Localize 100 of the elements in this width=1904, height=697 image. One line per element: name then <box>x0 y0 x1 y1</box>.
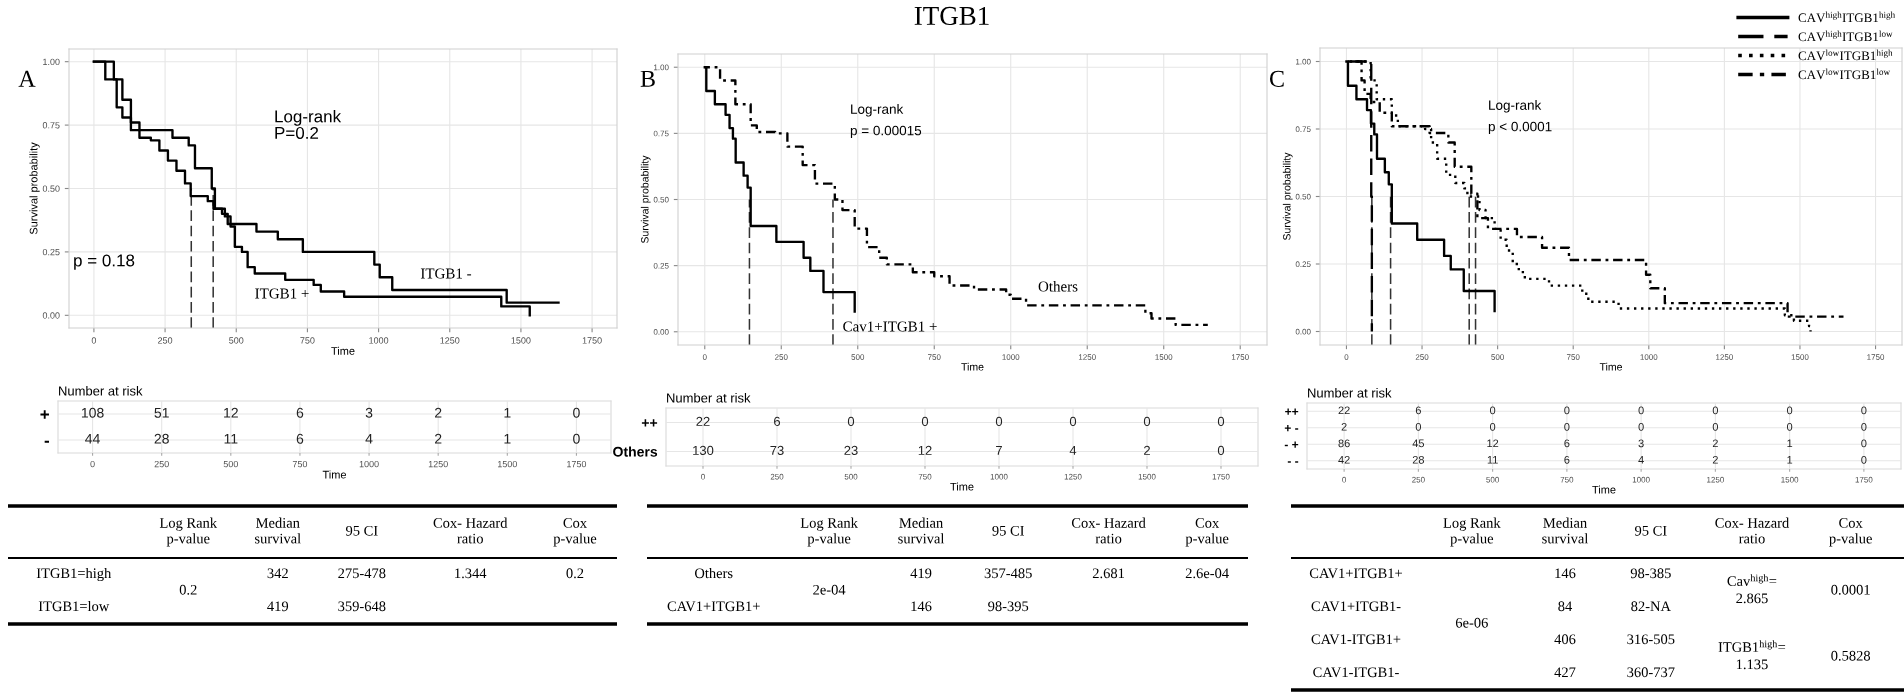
category-label: Cox- Hazard ratio <box>433 517 508 544</box>
x-tick-label: 250 <box>775 354 788 360</box>
data-label: 45 <box>1412 439 1425 448</box>
text: Others <box>694 567 733 579</box>
data-label: 3 <box>365 407 373 418</box>
text: 359-648 <box>338 601 386 612</box>
data-label: 4 <box>1638 456 1644 464</box>
text: B <box>640 70 655 87</box>
text: 419 <box>267 601 289 612</box>
x-tick-label: 0 <box>701 473 705 480</box>
y-tick-label: ++ <box>1285 408 1299 415</box>
text: 146 <box>911 601 932 612</box>
text: ITGB1$^{high}$= 1.135 <box>1718 640 1786 670</box>
data-label: 0 <box>1861 406 1867 415</box>
annotation: ITGB1 + <box>255 288 309 299</box>
x-tick-label: 1000 <box>359 460 379 468</box>
text: 360-737 <box>1627 667 1675 678</box>
legend-label: CAV$^{high}$ITGB1$^{high}$ <box>1798 11 1896 23</box>
text: CAV1+ITGB1+ <box>1309 568 1402 579</box>
text: 98-395 <box>988 601 1029 612</box>
text: 0.2 <box>179 584 197 595</box>
text: CAV1+ITGB1- <box>1311 601 1401 612</box>
text: 0.5828 <box>1831 650 1871 661</box>
x-tick-label: 1750 <box>567 460 587 468</box>
data-label: 73 <box>770 445 784 455</box>
x-tick-label: 500 <box>229 337 244 344</box>
data-label: 0 <box>1787 422 1793 431</box>
data-label: 0 <box>1638 422 1644 431</box>
x-tick-label: 1250 <box>1707 476 1724 483</box>
x-tick-label: 1250 <box>440 337 460 344</box>
data-label: 0 <box>1712 406 1718 415</box>
x-tick-label: 750 <box>1560 476 1574 483</box>
x-axis-title: Time <box>1592 485 1616 494</box>
data-label: 130 <box>693 445 714 455</box>
x-tick-label: 1500 <box>1155 354 1173 360</box>
data-label: 7 <box>996 445 1002 455</box>
category-label: Cox p-value <box>1829 518 1872 547</box>
x-tick-label: 1500 <box>497 460 517 468</box>
data-label: 0 <box>1415 422 1421 431</box>
x-tick-label: 500 <box>223 460 238 468</box>
y-tick-label: 0.75 <box>42 122 60 129</box>
data-label: 0 <box>1564 406 1570 415</box>
annotation: Log-rank p = 0.00015 <box>850 104 922 138</box>
x-tick-label: 1000 <box>1640 354 1658 360</box>
x-tick-label: 250 <box>158 337 173 344</box>
data-label: 6 <box>1564 439 1570 448</box>
data-label: 2 <box>435 407 442 418</box>
text: 146 <box>1555 568 1576 579</box>
x-tick-label: 1750 <box>1212 473 1230 480</box>
data-label: 0 <box>1861 439 1867 448</box>
data-label: 1 <box>504 433 511 444</box>
annotation: Log-rank P=0.2 <box>275 110 342 139</box>
x-tick-label: 750 <box>927 354 941 360</box>
x-tick-label: 0 <box>90 460 95 468</box>
legend-label: CAV$^{low}$ITGB1$^{low}$ <box>1798 68 1891 80</box>
data-label: 2 <box>1341 422 1347 431</box>
x-tick-label: 0 <box>91 337 97 344</box>
data-label: 6 <box>1415 406 1421 415</box>
data-label: 6 <box>774 416 781 426</box>
y-axis-title: Survival probability <box>29 142 40 235</box>
text: 84 <box>1558 601 1573 612</box>
category-label: Median survival <box>1542 517 1589 544</box>
x-tick-label: 1750 <box>1855 476 1873 483</box>
y-tick-label: 0.25 <box>1295 261 1311 267</box>
category-label: 95 CI <box>992 525 1024 536</box>
data-label: 0 <box>1217 445 1225 455</box>
annotation: Cav1+ITGB1 + <box>843 321 937 332</box>
y-tick-label: 0.00 <box>42 312 60 319</box>
text: 2.6e-04 <box>1185 568 1229 579</box>
category-label: Cox p-value <box>553 518 597 547</box>
x-tick-label: 1250 <box>428 460 448 468</box>
y-tick-label: 0.00 <box>653 329 669 335</box>
data-label: 22 <box>696 416 710 426</box>
x-tick-label: 0 <box>702 354 707 360</box>
legend-label: CAV$^{high}$ITGB1$^{low}$ <box>1798 30 1893 42</box>
category-label: 95 CI <box>1634 525 1667 536</box>
x-tick-label: 1750 <box>1867 354 1885 360</box>
text: 98-385 <box>1630 568 1671 579</box>
y-tick-label: 1.00 <box>43 58 60 66</box>
data-label: 0 <box>573 433 580 444</box>
x-tick-label: 1000 <box>990 473 1008 480</box>
x-tick-label: 1500 <box>511 337 531 344</box>
text: CAV1-ITGB1- <box>1313 667 1399 678</box>
y-tick-label: 0.50 <box>653 196 669 203</box>
data-label: 0 <box>573 407 580 418</box>
text: 316-505 <box>1627 634 1675 645</box>
data-label: 2 <box>1712 455 1718 464</box>
x-tick-label: 1000 <box>1002 354 1020 360</box>
data-label: 4 <box>1069 445 1077 455</box>
category-label: 95 CI <box>345 525 378 536</box>
annotation: p = 0.18 <box>74 254 135 270</box>
data-label: 23 <box>844 445 858 455</box>
data-label: 4 <box>365 433 373 444</box>
text: ITGB1 <box>914 6 989 25</box>
chart-title: Number at risk <box>1308 388 1392 398</box>
text: ITGB1=low <box>38 600 110 612</box>
x-tick-label: 750 <box>292 460 308 468</box>
text: CAV1+ITGB1+ <box>667 601 760 612</box>
data-label: 86 <box>1338 439 1350 448</box>
category-label: Log Rank p-value <box>159 517 218 547</box>
